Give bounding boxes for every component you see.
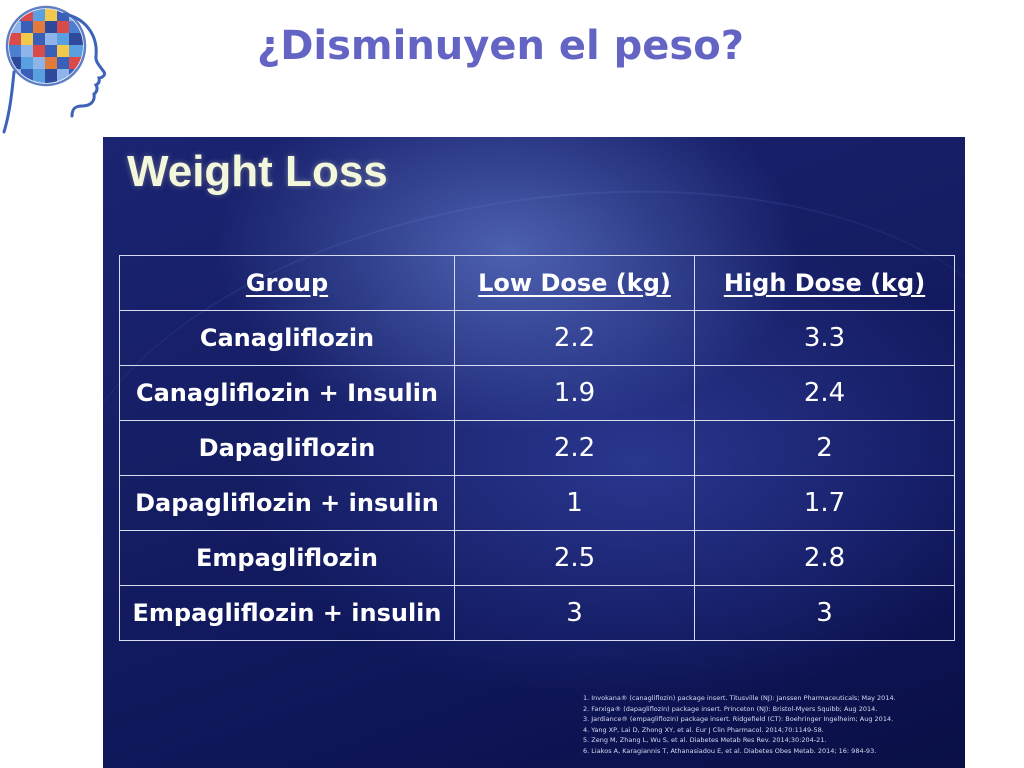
group-cell: Empagliflozin + insulin [119,585,455,641]
reference-item: 3. Jardiance® (empagliflozin) package in… [583,715,894,723]
low-dose-cell: 3 [454,585,695,641]
low-dose-cell: 2.5 [454,530,695,586]
reference-item: 6. Liakos A, Karagiannis T, Athanasiadou… [583,746,877,755]
high-dose-cell: 3 [694,585,955,641]
high-dose-cell: 2 [694,420,955,476]
table-row: Empagliflozin 2.5 2.8 [119,530,955,586]
table-row: Canagliflozin 2.2 3.3 [119,310,955,366]
high-dose-cell: 3.3 [694,310,955,366]
group-cell: Empagliflozin [119,530,455,586]
references-list: 1. Invokana® (canagliflozin) package ins… [583,693,953,756]
reference-item: 1. Invokana® (canagliflozin) package ins… [583,694,896,702]
table-header-row: Group Low Dose (kg) High Dose (kg) [119,255,955,311]
low-dose-cell: 1.9 [454,365,695,421]
slide-image: Weight Loss Group Low Dose (kg) High Dos… [103,137,965,768]
column-header-group: Group [119,255,455,311]
reference-item: 2. Farxiga® (dapagliflozin) package inse… [583,704,878,713]
table-row: Empagliflozin + insulin 3 3 [119,585,955,641]
high-dose-cell: 1.7 [694,475,955,531]
high-dose-cell: 2.4 [694,365,955,421]
reference-item: 4. Yang XP, Lai D, Zhong XY, et al. Eur … [583,725,824,734]
reference-item: 5. Zeng M, Zhang L, Wu S, et al. Diabete… [583,736,827,744]
table-row: Dapagliflozin 2.2 2 [119,420,955,476]
group-cell: Canagliflozin + Insulin [119,365,455,421]
table-row: Dapagliflozin + insulin 1 1.7 [119,475,955,531]
group-cell: Dapagliflozin [119,420,455,476]
slide-title: Weight Loss [127,147,388,196]
page-title: ¿Disminuyen el peso? [257,23,744,69]
low-dose-cell: 1 [454,475,695,531]
column-header-low-dose: Low Dose (kg) [454,255,695,311]
low-dose-cell: 2.2 [454,310,695,366]
low-dose-cell: 2.2 [454,420,695,476]
group-cell: Dapagliflozin + insulin [119,475,455,531]
group-cell: Canagliflozin [119,310,455,366]
column-header-high-dose: High Dose (kg) [694,255,955,311]
high-dose-cell: 2.8 [694,530,955,586]
table-row: Canagliflozin + Insulin 1.9 2.4 [119,365,955,421]
head-profile-puzzle-logo [2,5,106,134]
weight-loss-table: Group Low Dose (kg) High Dose (kg) Canag… [119,255,955,641]
